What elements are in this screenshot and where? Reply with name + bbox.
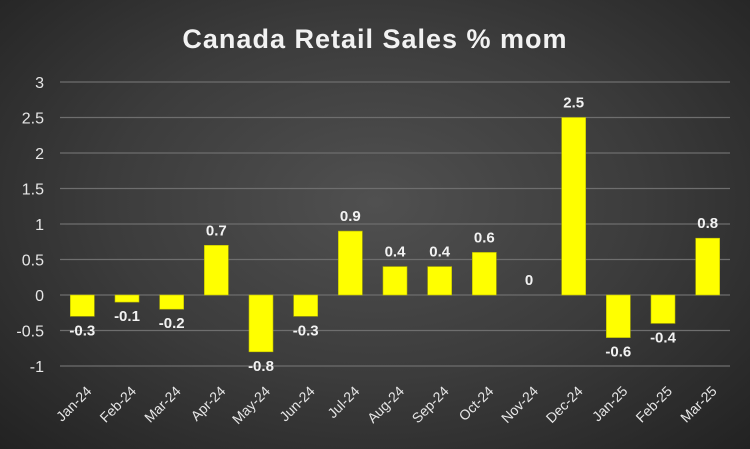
x-tick-label: Jan-25 [589, 383, 631, 425]
x-tick-label: Jan-24 [53, 383, 95, 425]
y-tick-label: 0 [35, 288, 44, 305]
y-tick-label: -1 [30, 359, 44, 376]
x-tick-label: Feb-24 [96, 383, 139, 426]
x-tick-label: Apr-24 [187, 383, 228, 424]
x-tick-label: Feb-25 [632, 383, 675, 426]
data-label: -0.4 [650, 329, 677, 346]
y-tick-label: 0.5 [22, 253, 44, 270]
x-tick-label: Oct-24 [455, 383, 496, 424]
data-label: 0.8 [697, 215, 718, 232]
data-label: 0 [525, 272, 533, 289]
bar-jun-24 [293, 294, 318, 317]
x-tick-label: Dec-24 [543, 383, 586, 426]
data-label: 0.6 [474, 229, 495, 246]
data-label: -0.2 [159, 315, 185, 332]
bar-dec-24 [561, 117, 586, 296]
data-label: 0.7 [206, 222, 227, 239]
bar-sep-24 [427, 266, 452, 296]
x-tick-label: May-24 [229, 383, 273, 427]
bar-jul-24 [338, 230, 363, 296]
x-tick-label: Mar-25 [677, 383, 720, 426]
bar-feb-25 [650, 294, 676, 324]
bar-jan-25 [606, 294, 631, 338]
chart-title: Canada Retail Sales % mom [182, 24, 567, 54]
data-label: 0.4 [429, 244, 451, 261]
data-label: -0.6 [605, 344, 631, 361]
x-tick-label: Mar-24 [141, 383, 184, 426]
x-tick-label: Jul-24 [324, 383, 362, 421]
data-label: 0.9 [340, 208, 361, 225]
x-tick-label: Aug-24 [364, 383, 407, 426]
y-tick-label: 1.5 [22, 182, 44, 199]
data-label: 2.5 [563, 95, 584, 112]
bar-mar-25 [695, 237, 720, 296]
data-label: -0.8 [248, 358, 274, 375]
x-tick-label: Sep-24 [409, 383, 452, 426]
bar-oct-24 [472, 252, 497, 296]
y-tick-label: 2.5 [22, 111, 44, 128]
data-label: -0.3 [69, 322, 95, 339]
bar-mar-24 [159, 294, 184, 310]
x-tick-label: Nov-24 [498, 383, 541, 426]
bar-aug-24 [382, 266, 408, 296]
bar-apr-24 [204, 245, 229, 296]
data-label: 0.4 [385, 244, 407, 261]
bar-jan-24 [70, 294, 95, 317]
data-label: -0.1 [114, 308, 140, 325]
bar-may-24 [248, 294, 274, 353]
bar-feb-24 [114, 294, 140, 303]
y-tick-label: 3 [35, 75, 44, 92]
x-tick-label: Jun-24 [276, 383, 318, 425]
y-tick-label: 2 [35, 146, 44, 163]
y-tick-label: 1 [35, 217, 44, 234]
data-label: -0.3 [293, 322, 319, 339]
y-tick-label: -0.5 [16, 324, 44, 341]
